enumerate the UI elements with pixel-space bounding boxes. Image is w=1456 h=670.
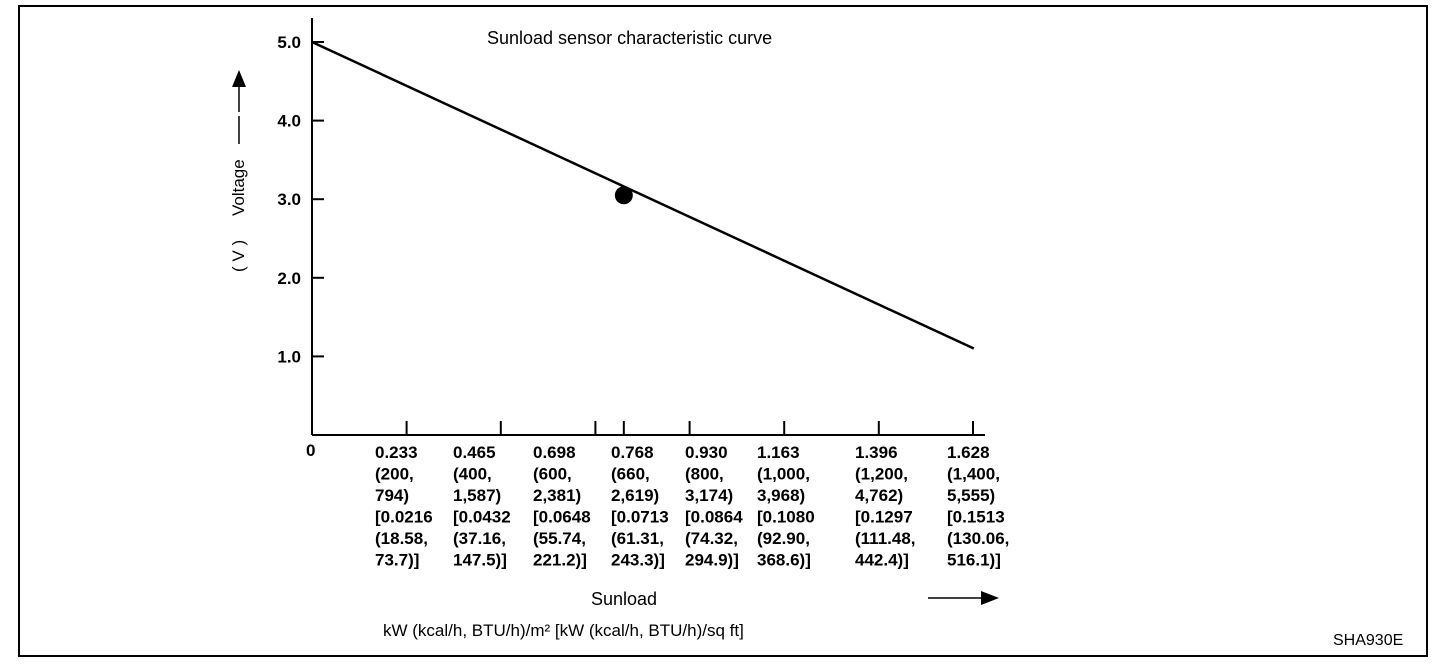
x-tick-label: (800, (685, 465, 724, 484)
chart-title: Sunload sensor characteristic curve (487, 28, 772, 48)
characteristic-line (311, 40, 975, 350)
y-tick-label: 3.0 (277, 190, 301, 209)
series (311, 40, 975, 350)
x-tick-label: 0.930 (685, 443, 728, 462)
x-tick-label: 2,619) (611, 486, 659, 505)
x-tick-label: [0.1513 (947, 508, 1005, 527)
x-tick-label: (600, (533, 465, 572, 484)
x-tick-label: 0.233 (375, 443, 418, 462)
x-tick-label: (1,400, (947, 465, 1000, 484)
y-ticks: 1.0 2.0 3.0 4.0 5.0 (277, 33, 324, 366)
x-tick-label: 147.5)] (453, 551, 507, 570)
x-tick-label: [0.0864 (685, 508, 743, 527)
y-tick-label: 1.0 (277, 347, 301, 366)
x-tick-label: 5,555) (947, 486, 995, 505)
x-axis-arrow (928, 591, 999, 605)
y-axis-unit-label: ( V ) (229, 240, 248, 272)
x-tick-label: 0.698 (533, 443, 576, 462)
y-tick-label: 2.0 (277, 269, 301, 288)
x-origin-label: 0 (306, 441, 315, 460)
x-tick-label: 2,381) (533, 486, 581, 505)
x-tick-label: 0.768 (611, 443, 654, 462)
y-axis-label: Voltage (229, 159, 248, 216)
reference-point-marker (614, 186, 633, 205)
x-tick-label: [0.1080 (757, 508, 815, 527)
x-tick-label: (37.16, (453, 529, 506, 548)
y-tick-label: 5.0 (277, 33, 301, 52)
x-tick-label: (1,000, (757, 465, 810, 484)
x-tick-label: (92.90, (757, 529, 810, 548)
x-tick-label: 221.2)] (533, 551, 587, 570)
x-tick-label: (111.48, (855, 529, 916, 548)
y-axis-arrow (232, 70, 246, 112)
x-tick-label: (55.74, (533, 529, 586, 548)
x-tick-label: 516.1)] (947, 551, 1001, 570)
x-tick-label: 442.4)] (855, 551, 909, 570)
y-tick-label: 4.0 (277, 112, 301, 131)
x-tick-label: 794) (375, 486, 409, 505)
x-tick-label: 368.6)] (757, 551, 811, 570)
x-tick-label: 3,968) (757, 486, 805, 505)
x-tick-label: 73.7)] (375, 551, 419, 570)
x-tick-label: [0.0432 (453, 508, 511, 527)
x-tick-label: (61.31, (611, 529, 664, 548)
x-tick-label: [0.0216 (375, 508, 433, 527)
x-tick-label: (18.58, (375, 529, 428, 548)
x-tick-label: [0.0713 (611, 508, 669, 527)
x-tick-label: 4,762) (855, 486, 903, 505)
figure-id: SHA930E (1333, 632, 1403, 649)
x-tick-label: 243.3)] (611, 551, 665, 570)
x-ticks: 0.233 (200, 794) [0.0216 (18.58, 73.7)] 0.465 (… (375, 421, 1009, 570)
x-tick-label: (400, (453, 465, 492, 484)
x-tick-label: 1.163 (757, 443, 800, 462)
x-tick-label: 1,587) (453, 486, 501, 505)
x-axis-label: Sunload (591, 589, 657, 609)
x-tick-label: (1,200, (855, 465, 908, 484)
x-tick-label: (200, (375, 465, 414, 484)
x-tick-label: 0.465 (453, 443, 496, 462)
x-tick-label: (130.06, (947, 529, 1009, 548)
x-tick-label: (74.32, (685, 529, 738, 548)
x-tick-label: 1.396 (855, 443, 898, 462)
x-tick-label: 3,174) (685, 486, 733, 505)
x-tick-label: 294.9)] (685, 551, 739, 570)
x-tick-label: (660, (611, 465, 650, 484)
x-tick-label: [0.0648 (533, 508, 591, 527)
x-tick-label: 1.628 (947, 443, 990, 462)
x-axis-unit-label: kW (kcal/h, BTU/h)/m² [kW (kcal/h, BTU/h… (383, 621, 744, 640)
figure-frame (18, 5, 1428, 657)
x-tick-label: [0.1297 (855, 508, 913, 527)
